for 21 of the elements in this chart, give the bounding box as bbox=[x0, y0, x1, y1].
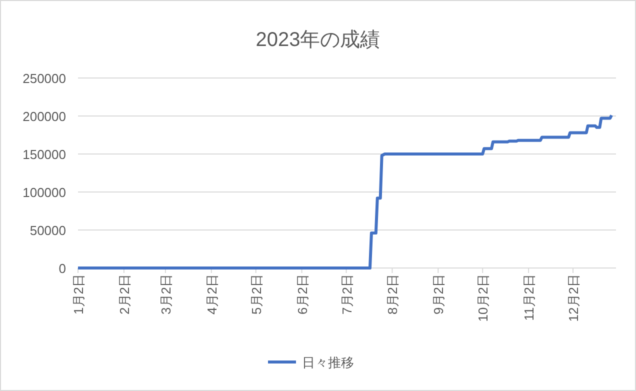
y-tick-label: 200000 bbox=[22, 109, 66, 124]
line-series bbox=[76, 114, 614, 270]
y-tick-label: 100000 bbox=[22, 185, 66, 200]
x-tick-label: 5月2日 bbox=[248, 274, 264, 314]
y-tick-label: 150000 bbox=[22, 147, 66, 162]
x-tick-label: 9月2日 bbox=[431, 274, 446, 314]
x-tick-label: 11月2日 bbox=[522, 274, 537, 321]
y-tick-label: 0 bbox=[58, 261, 66, 276]
x-tick-label: 12月2日 bbox=[566, 274, 582, 322]
x-tick-label: 1月2日 bbox=[71, 274, 86, 314]
x-tick-label: 7月2日 bbox=[339, 274, 354, 314]
x-tick-label: 10月2日 bbox=[476, 274, 491, 322]
x-tick-label: 4月2日 bbox=[204, 274, 220, 314]
y-tick-label: 50000 bbox=[30, 223, 66, 238]
x-tick-label: 3月2日 bbox=[158, 274, 174, 314]
x-tick-label: 6月2日 bbox=[294, 274, 310, 314]
x-tick-label: 8月2日 bbox=[385, 274, 400, 314]
x-tick-label: 2月2日 bbox=[116, 274, 132, 314]
y-tick-label: 250000 bbox=[22, 71, 66, 86]
legend-label: 日々推移 bbox=[302, 355, 354, 370]
chart-title: 2023年の成績 bbox=[256, 29, 380, 51]
